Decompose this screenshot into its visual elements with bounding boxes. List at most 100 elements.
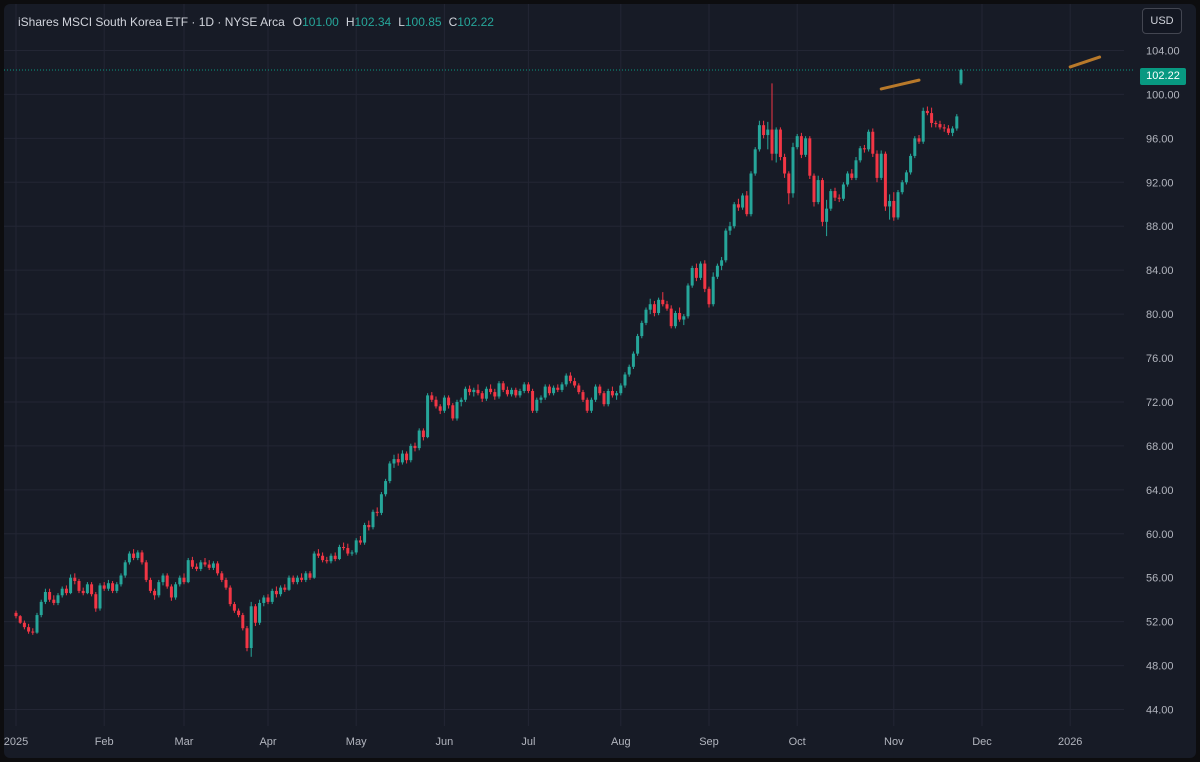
candle-body [178,577,182,585]
candle-body [657,299,661,313]
candle-body [253,606,257,623]
candle-body [232,604,236,611]
candle-body [904,172,908,183]
y-tick-label: 68.00 [1146,441,1174,453]
y-tick-label: 80.00 [1146,309,1174,321]
x-tick-label: 2025 [4,736,28,748]
candle-body [522,384,526,391]
candle-body [295,577,299,583]
candle-body [266,597,270,602]
candle-body [669,308,673,327]
x-tick-label: 2026 [1058,736,1082,748]
candle-body [342,546,346,549]
y-tick-label: 44.00 [1146,705,1174,717]
candle-body [820,180,824,222]
candle-body [287,577,291,590]
candle-body [14,612,18,617]
candle-body [132,553,136,558]
y-tick-label: 88.00 [1146,221,1174,233]
candle-body [237,610,241,616]
candle-body [426,395,430,438]
candle-body [875,153,879,178]
candle-body [161,575,165,583]
candle-body [350,552,354,554]
candle-body [367,524,371,528]
high-value: 102.34 [354,15,392,29]
y-tick-label: 100.00 [1146,89,1180,101]
candle-body [182,577,186,583]
candle-body [468,388,472,393]
candle-body [388,463,392,482]
close-label: C [448,15,458,29]
x-tick-label: Dec [972,736,992,748]
last-price-label: 102.22 [1140,68,1186,85]
candle-body [119,575,123,585]
candle-body [384,481,388,495]
candle-body [283,587,287,590]
candle-body [249,606,253,649]
symbol-title: iShares MSCI South Korea ETF · 1D · NYSE… [18,15,285,29]
candle-body [585,399,589,411]
candle-body [442,397,446,411]
candle-body [757,125,761,150]
x-tick-label: Jun [436,736,454,748]
candle-body [778,129,782,158]
candle-body [140,552,144,563]
candle-body [153,590,157,596]
candle-body [127,553,131,563]
high-label: H [345,15,355,29]
candle-body [627,366,631,375]
candle-body [602,393,606,405]
candle-body [90,584,94,595]
y-tick-label: 56.00 [1146,573,1174,585]
candle-body [312,553,316,578]
candle-body [346,548,350,554]
candle-body [333,555,337,560]
candle-body [396,459,400,463]
currency-button[interactable]: USD [1142,8,1182,34]
candle-body [837,197,841,199]
candle-body [321,555,325,561]
candle-body [699,263,703,278]
candle-body [850,173,854,178]
candle-body [934,122,938,125]
candle-body [921,110,925,142]
candle-body [925,110,929,114]
candle-body [300,577,304,580]
chart-panel[interactable]: 44.00 48.00 52.00 56.00 60.00 64.00 68.00 72.00… [4,4,1196,758]
candle-body [115,584,119,591]
candle-body [241,615,245,629]
candle-body [644,309,648,323]
candle-body [833,191,837,198]
candle-body [60,588,64,596]
candle-body [623,374,627,386]
x-tick-label: Nov [884,736,904,748]
candle-body [871,131,875,154]
candle-body [379,494,383,513]
candle-body [434,399,438,407]
candle-body [136,552,140,558]
candle-body [501,383,505,390]
candle-body [938,124,942,128]
candle-body [354,540,358,553]
candle-body [573,381,577,386]
candle-body [64,588,68,594]
y-tick-label: 60.00 [1146,529,1174,541]
candle-body [472,389,476,393]
candle-body [913,138,917,156]
candle-body [589,399,593,411]
candlestick-chart[interactable]: 44.00 48.00 52.00 56.00 60.00 64.00 68.00 72.00… [4,4,1196,758]
candle-body [787,173,791,194]
candle-body [707,288,711,305]
candle-body [358,540,362,543]
candle-body [841,184,845,199]
candle-body [808,138,812,176]
candle-body [316,553,320,556]
candle-body [77,581,81,591]
candle-body [858,148,862,161]
candle-body [694,267,698,278]
candle-body [715,265,719,277]
candle-body [39,601,43,616]
candle-body [606,390,610,405]
candle-body [337,546,341,560]
